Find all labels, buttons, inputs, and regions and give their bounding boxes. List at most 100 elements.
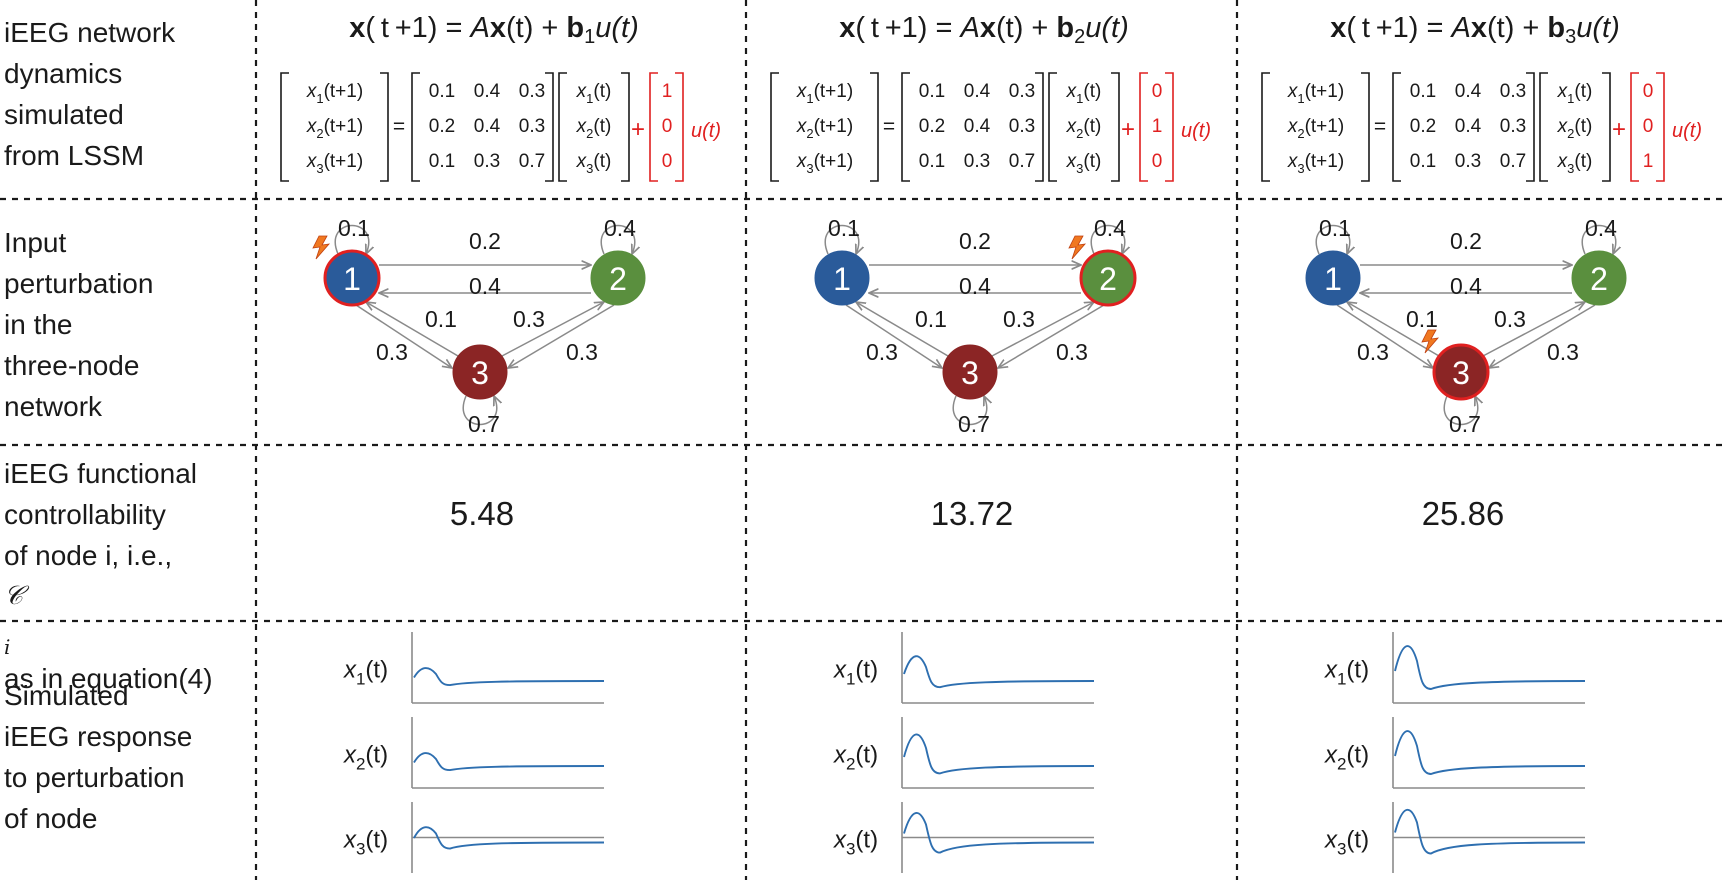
row-label-line: controllability [4,499,166,530]
response-trace-line [1394,730,1586,775]
matrix-bracket [545,72,554,182]
network-edge [501,302,604,357]
edge-weight-self-3: 0.7 [1449,411,1481,437]
network-edge [1489,304,1596,368]
matrix-a-entry: 0.1 [1410,151,1436,172]
trace-panel-2: x2(t) [1324,717,1586,789]
controllability-value: 13.72 [931,495,1014,532]
matrix-bracket [1165,72,1174,182]
matrix-a-entry: 0.3 [519,81,545,102]
node-label-3: 3 [471,355,489,391]
edge-weight-3-2: 0.3 [1003,306,1035,332]
matrix-a-entry: 0.1 [919,151,945,172]
matrix-a-entry: 0.3 [1455,151,1481,172]
matrix-a-entry: 0.3 [1009,81,1035,102]
system-equation: x( t +1) = Ax(t) + b2u(t) [839,12,1129,48]
trace-panel-1: x1(t) [1324,632,1586,704]
matrix-bracket [380,72,389,182]
network-edge [508,304,615,368]
trace-label-3: x3(t) [343,827,388,859]
matrix-a-entry: 0.4 [964,81,991,102]
row-label-line: in the [4,309,73,340]
edge-weight-self-1: 0.1 [338,215,370,241]
edge-weight-self-2: 0.4 [1094,215,1126,241]
node-label-2: 2 [609,261,627,297]
trace-panel-3: x3(t) [833,802,1095,873]
node-circle-3 [942,344,998,400]
matrix-bracket [1630,72,1639,182]
node-label-3: 3 [1452,355,1470,391]
response-trace-line [413,667,605,687]
response-trace-line [1394,808,1586,855]
row-label-line: Simulated [4,680,129,711]
edge-weight-self-3: 0.7 [468,411,500,437]
row-label-line: Input [4,227,67,258]
edge-weight-self-1: 0.1 [828,215,860,241]
matrix-bracket [1111,72,1120,182]
response-traces: x1(t) x2(t) x3(t) [833,632,1095,873]
trace-panel-1: x1(t) [343,632,605,704]
state-rhs-1: x1(t) [576,81,612,106]
network-diagram: 0.1 0.4 0.7 0.2 0.4 0.1 0.3 0.3 0.3 1 2 3 [312,215,646,437]
node-label-2: 2 [1099,261,1117,297]
equals-sign: = [393,115,405,138]
node-label-1: 1 [833,261,851,297]
self-loop-edge [1315,224,1349,255]
row-label-line: network [4,391,103,422]
trace-label-3: x3(t) [1324,827,1369,859]
matrix-a-entry: 0.1 [919,81,945,102]
matrix-a-entry: 0.3 [1500,116,1526,137]
state-lhs-3: x3(t+1) [1287,151,1344,176]
row-label-dynamics: iEEG network dynamics simulated from LSS… [4,12,175,176]
trace-panel-2: x2(t) [833,717,1095,789]
state-lhs-2: x2(t+1) [796,116,853,141]
trace-label-1: x1(t) [343,657,388,689]
row-label-line: as in equation(4) [4,663,213,694]
input-term: u(t) [691,120,721,142]
response-trace-line [1394,645,1586,690]
response-trace-line [413,752,605,772]
network-edge [998,304,1105,368]
plus-sign: + [1612,116,1626,143]
matrix-bracket [1656,72,1665,182]
matrix-bracket [870,72,879,182]
row-label-perturbation: Input perturbation in the three-node net… [4,222,153,427]
node-circle-1 [814,250,870,306]
node-label-3: 3 [961,355,979,391]
network-edge [1482,302,1585,357]
matrix-equation: x1(t+1) x2(t+1) x3(t+1) = 0.1 0.4 0.3 0.2 0.4 0.3… [1261,72,1702,182]
self-loop-edge [1581,224,1615,255]
network-diagram: 0.1 0.4 0.7 0.2 0.4 0.1 0.3 0.3 0.3 1 2 3 [814,215,1137,437]
matrix-a-entry: 0.3 [1500,81,1526,102]
self-loop-edge [600,224,634,255]
matrix-a-entry: 0.4 [1455,81,1482,102]
trace-panel-3: x3(t) [343,802,605,873]
network-edge [991,302,1094,357]
edge-weight-self-1: 0.1 [1319,215,1351,241]
state-rhs-1: x1(t) [1066,81,1102,106]
network-edge [1347,302,1440,357]
input-vector-entry: 1 [1643,151,1654,172]
row-label-line: simulated [4,99,124,130]
plus-sign: + [1121,116,1135,143]
controllability-value: 25.86 [1422,495,1505,532]
response-traces: x1(t) x2(t) x3(t) [343,632,605,873]
column-1: x( t +1) = Ax(t) + b1u(t)x1(t+1)x2(t+1)x… [280,12,721,873]
row-label-line: three-node [4,350,140,381]
matrix-bracket [675,72,684,182]
trace-label-2: x2(t) [343,742,388,774]
row-label-line: iEEG network [4,17,176,48]
response-traces: x1(t) x2(t) x3(t) [1324,632,1586,873]
matrix-a-entry: 0.1 [429,81,455,102]
matrix-bracket [1361,72,1370,182]
network-edge [856,302,949,357]
state-rhs-2: x2(t) [1557,116,1593,141]
edge-weight-self-2: 0.4 [604,215,636,241]
plus-sign: + [631,116,645,143]
edge-weight-1-3: 0.3 [866,339,898,365]
response-trace-line [413,826,605,850]
row-label-line: iEEG response [4,721,193,752]
row-label-controllability: iEEG functional controllability of node … [4,453,213,699]
input-term: u(t) [1672,120,1702,142]
